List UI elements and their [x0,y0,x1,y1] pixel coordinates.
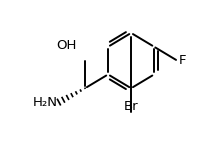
Text: H₂N: H₂N [32,96,57,109]
Text: OH: OH [56,39,77,52]
Text: F: F [179,54,186,67]
Text: Br: Br [124,100,138,113]
